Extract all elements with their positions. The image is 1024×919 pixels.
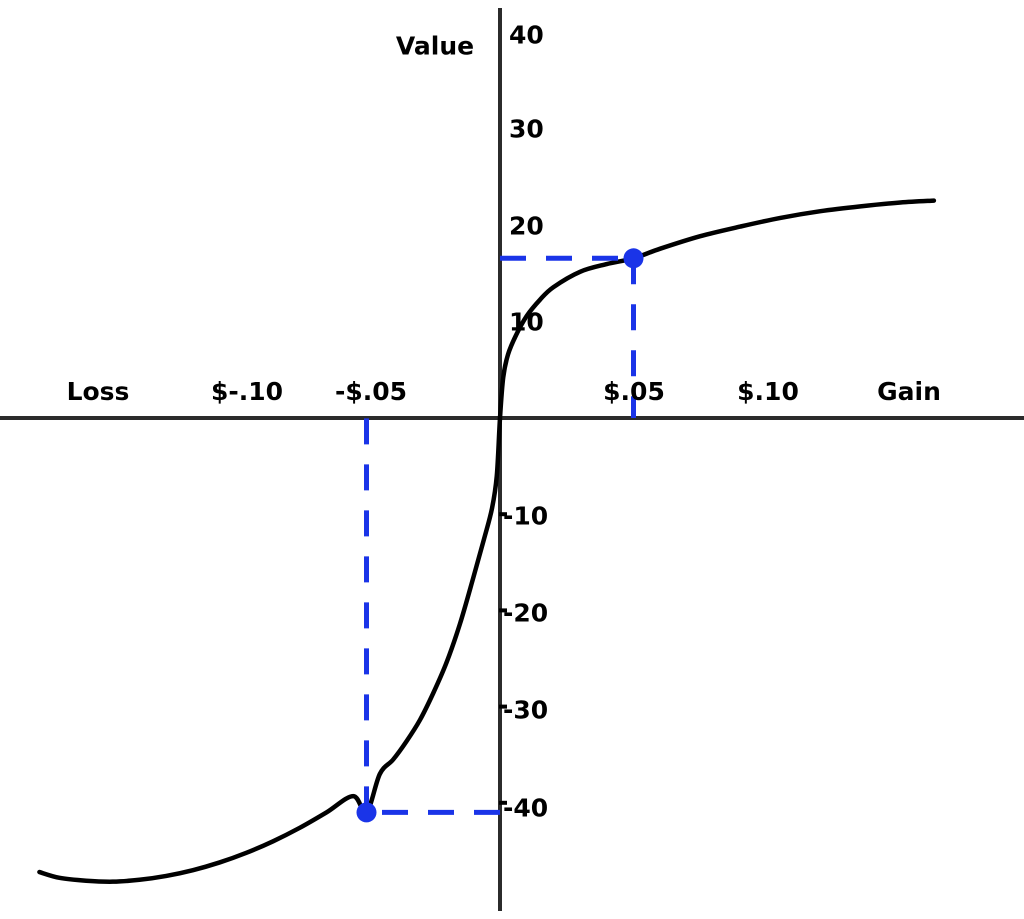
y-tick-label-30: 30 <box>509 114 544 144</box>
x-tick-label-plus-10: $.10 <box>737 377 799 406</box>
y-tick-label-minus-30: -30 <box>503 695 549 725</box>
x-tick-label-plus-05: $.05 <box>603 377 665 406</box>
y-axis-title: Value <box>395 31 475 61</box>
x-axis-title-loss: Loss <box>66 377 130 406</box>
x-axis-title-gain: Gain <box>877 377 941 406</box>
x-tick-label-minus-05: -$.05 <box>334 377 408 406</box>
y-tick-label-40: 40 <box>509 20 544 50</box>
y-tick-label-20: 20 <box>509 211 544 241</box>
gain-data-point <box>623 248 644 269</box>
y-axis-ticks <box>499 512 507 805</box>
y-tick-label-minus-10: -10 <box>503 501 549 531</box>
y-tick-label-minus-20: -20 <box>503 598 549 628</box>
x-tick-label-minus-10: $-.10 <box>210 377 284 406</box>
value-function-curve <box>37 198 937 884</box>
loss-data-point <box>356 802 377 823</box>
y-tick-label-10: 10 <box>509 307 544 337</box>
y-tick-label-minus-40: -40 <box>503 793 549 823</box>
